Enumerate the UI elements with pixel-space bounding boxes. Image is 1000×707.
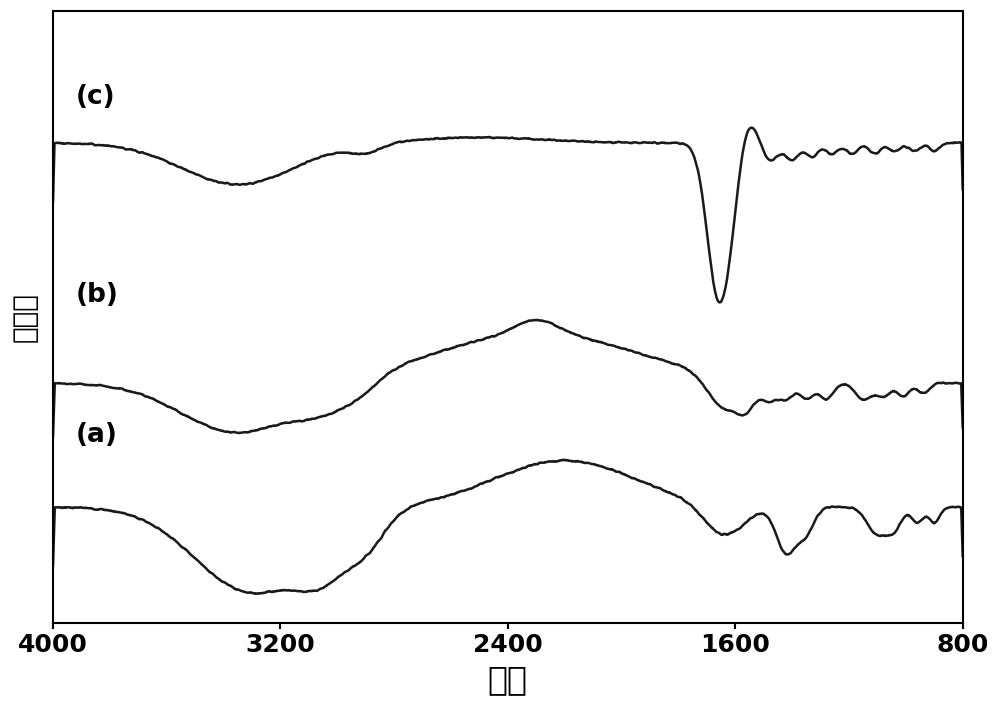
- Y-axis label: 透过率: 透过率: [11, 292, 39, 342]
- Text: (b): (b): [76, 282, 119, 308]
- Text: (a): (a): [76, 422, 118, 448]
- X-axis label: 波长: 波长: [488, 663, 528, 696]
- Text: (c): (c): [76, 84, 115, 110]
